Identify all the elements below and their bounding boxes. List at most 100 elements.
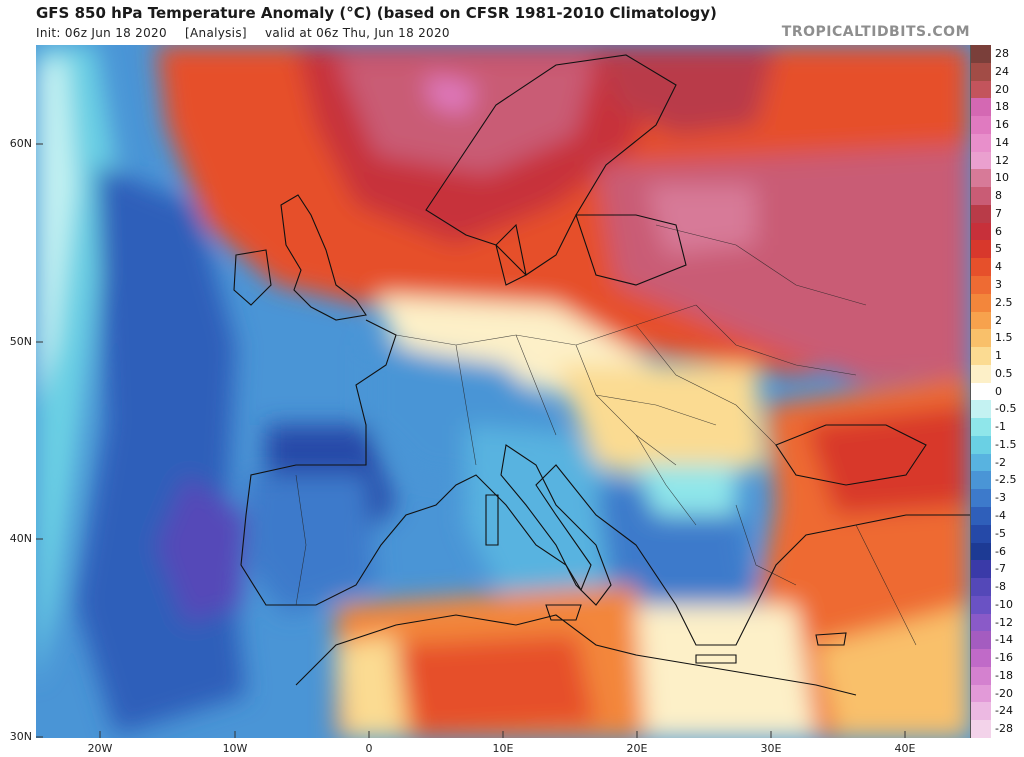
colorbar-swatch xyxy=(971,276,991,294)
colorbar-entry: -5 xyxy=(971,524,1024,543)
colorbar-swatch xyxy=(971,578,991,596)
colorbar-swatch xyxy=(971,347,991,365)
colorbar-entry: 24 xyxy=(971,62,1024,81)
colorbar-swatch xyxy=(971,471,991,490)
colorbar-label: -1.5 xyxy=(995,437,1017,451)
colorbar-swatch xyxy=(971,489,991,507)
anomaly-map xyxy=(36,45,971,738)
colorbar-swatch xyxy=(971,382,991,401)
colorbar-label: -14 xyxy=(995,633,1013,647)
colorbar-entry: -7 xyxy=(971,560,1024,579)
colorbar-label: -16 xyxy=(995,651,1013,665)
colorbar-label: -2.5 xyxy=(995,473,1017,487)
colorbar-entry: 0.5 xyxy=(971,364,1024,383)
colorbar-entry: -6 xyxy=(971,542,1024,561)
colorbar-entry: 12 xyxy=(971,151,1024,170)
colorbar-entry: 5 xyxy=(971,240,1024,259)
colorbar-label: 8 xyxy=(995,189,1002,203)
colorbar-entry: -16 xyxy=(971,649,1024,667)
colorbar-label: 7 xyxy=(995,206,1002,220)
colorbar-entry: -10 xyxy=(971,595,1024,614)
colorbar-entry: 20 xyxy=(971,80,1024,99)
colorbar-swatch xyxy=(971,435,991,454)
map-subtitle: Init: 06z Jun 18 2020 [Analysis] valid a… xyxy=(36,26,464,40)
map-field xyxy=(36,45,970,738)
lon-label-40e: 40E xyxy=(894,742,916,755)
colorbar-swatch xyxy=(971,631,991,650)
colorbar-label: 6 xyxy=(995,224,1002,238)
colorbar-label: -2 xyxy=(995,455,1006,469)
lon-label-30e: 30E xyxy=(760,742,782,755)
colorbar-entry: -0.5 xyxy=(971,400,1024,419)
colorbar-entry: -18 xyxy=(971,666,1024,685)
colorbar-label: -28 xyxy=(995,722,1013,736)
colorbar-swatch xyxy=(971,222,991,241)
colorbar-label: 2 xyxy=(995,313,1002,327)
colorbar-entry: 3 xyxy=(971,276,1024,294)
coastlines xyxy=(233,54,970,696)
colorbar-legend: 28 24 20 18 16 14 12 10 8 7 6 5 4 3 2.5 2 1.5 1 0.5 0 -0.5 -1… xyxy=(971,45,1024,738)
colorbar-swatch xyxy=(971,684,991,703)
colorbar-swatch xyxy=(971,45,991,63)
colorbar-entry: -8 xyxy=(971,578,1024,596)
colorbar-label: 0.5 xyxy=(995,366,1013,380)
colorbar-label: 18 xyxy=(995,100,1009,114)
colorbar-label: 10 xyxy=(995,171,1009,185)
colorbar-swatch xyxy=(971,702,991,721)
colorbar-label: 20 xyxy=(995,82,1009,96)
colorbar-label: -4 xyxy=(995,509,1006,522)
colorbar-swatch xyxy=(971,364,991,383)
colorbar-entry: -2 xyxy=(971,453,1024,472)
colorbar-label: -24 xyxy=(995,704,1013,718)
lat-label-40n: 40N xyxy=(9,532,32,545)
colorbar-label: -10 xyxy=(995,597,1013,611)
colorbar-label: 16 xyxy=(995,118,1009,132)
colorbar-swatch xyxy=(971,524,991,543)
colorbar-swatch xyxy=(971,169,991,188)
colorbar-swatch xyxy=(971,311,991,330)
colorbar-entry: -1.5 xyxy=(971,435,1024,454)
lon-label-20w: 20W xyxy=(87,742,113,755)
colorbar-swatch xyxy=(971,258,991,276)
colorbar-label: 1.5 xyxy=(995,331,1013,345)
colorbar-entry: -3 xyxy=(971,489,1024,507)
colorbar-entry: 0 xyxy=(971,382,1024,401)
colorbar-entry: 10 xyxy=(971,169,1024,188)
colorbar-label: 0 xyxy=(995,384,1002,398)
brand-watermark: TROPICALTIDBITS.COM xyxy=(781,24,970,40)
colorbar-label: -6 xyxy=(995,544,1006,558)
lon-label-10e: 10E xyxy=(492,742,514,755)
colorbar-entry: -20 xyxy=(971,684,1024,703)
colorbar-label: -7 xyxy=(995,562,1006,576)
colorbar-swatch xyxy=(971,240,991,259)
colorbar-label: -1 xyxy=(995,420,1006,434)
colorbar-label: 4 xyxy=(995,260,1002,274)
colorbar-swatch xyxy=(971,720,991,738)
map-title: GFS 850 hPa Temperature Anomaly (°C) (ba… xyxy=(36,4,717,22)
anomaly-field xyxy=(36,45,970,738)
colorbar-swatch xyxy=(971,507,991,525)
colorbar-label: 12 xyxy=(995,153,1009,167)
lon-label-10w: 10W xyxy=(222,742,248,755)
colorbar-entry: -24 xyxy=(971,702,1024,721)
colorbar-label: 14 xyxy=(995,135,1009,149)
colorbar-label: -0.5 xyxy=(995,402,1017,416)
lon-label-20e: 20E xyxy=(626,742,648,755)
colorbar-entry: 2.5 xyxy=(971,293,1024,312)
colorbar-entry: -28 xyxy=(971,720,1024,738)
colorbar-label: 2.5 xyxy=(995,295,1013,309)
colorbar-swatch xyxy=(971,329,991,348)
lon-label-0: 0 xyxy=(365,742,373,755)
colorbar-swatch xyxy=(971,542,991,561)
country-borders xyxy=(295,224,917,646)
colorbar-swatch xyxy=(971,560,991,579)
colorbar-swatch xyxy=(971,151,991,170)
init-time: Init: 06z Jun 18 2020 xyxy=(36,26,167,40)
colorbar-entry: 8 xyxy=(971,187,1024,205)
colorbar-entry: 2 xyxy=(971,311,1024,330)
colorbar-entry: 7 xyxy=(971,204,1024,223)
colorbar-entry: 1.5 xyxy=(971,329,1024,348)
lat-label-30n: 30N xyxy=(9,730,32,743)
colorbar-entry: -14 xyxy=(971,631,1024,650)
colorbar-label: -8 xyxy=(995,580,1006,594)
